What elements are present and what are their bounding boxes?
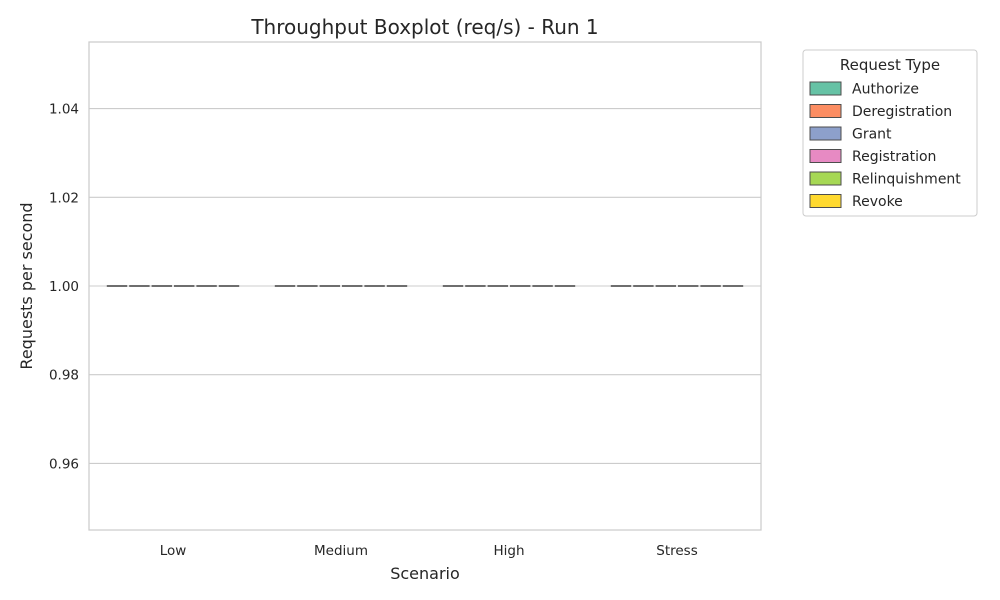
x-tick-label: High: [493, 543, 524, 559]
x-tick-label: Medium: [314, 543, 368, 559]
legend-entry-label: Revoke: [852, 194, 903, 210]
legend-frame: [802, 49, 978, 217]
legend-swatch: [809, 194, 842, 208]
legend: Request Type Authorize Deregistration Gran…: [802, 49, 978, 217]
legend-swatch: [809, 104, 842, 118]
legend-entry-label: Grant: [852, 127, 892, 143]
y-axis-label: Requests per second: [17, 202, 36, 369]
legend-swatch: [809, 149, 842, 163]
legend-swatch: [809, 171, 842, 186]
legend-entry-label: Relinquishment: [852, 172, 961, 188]
legend-entry-label: Authorize: [852, 82, 919, 98]
legend-entry-label: Registration: [852, 149, 936, 165]
y-tick-label: 1.00: [49, 279, 79, 295]
x-tick-label: Low: [160, 543, 187, 559]
legend-swatch: [809, 126, 842, 141]
chart-title: Throughput Boxplot (req/s) - Run 1: [250, 15, 598, 39]
legend-title: Request Type: [840, 56, 940, 74]
x-tick-label: Stress: [656, 543, 698, 559]
y-tick-label: 0.96: [49, 456, 79, 472]
legend-items: Authorize Deregistration Grant Registration…: [809, 81, 961, 210]
x-axis-label: Scenario: [390, 564, 460, 583]
y-tick-label: 0.98: [49, 368, 79, 384]
y-tick-labels: 0.96 0.98 1.00 1.02 1.04: [49, 102, 79, 473]
x-tick-labels: Low Medium High Stress: [160, 543, 698, 559]
legend-swatch: [809, 81, 842, 96]
plot-frame: [88, 41, 762, 531]
y-tick-label: 1.04: [49, 102, 79, 118]
y-tick-label: 1.02: [49, 190, 79, 206]
legend-entry-label: Deregistration: [852, 104, 952, 120]
